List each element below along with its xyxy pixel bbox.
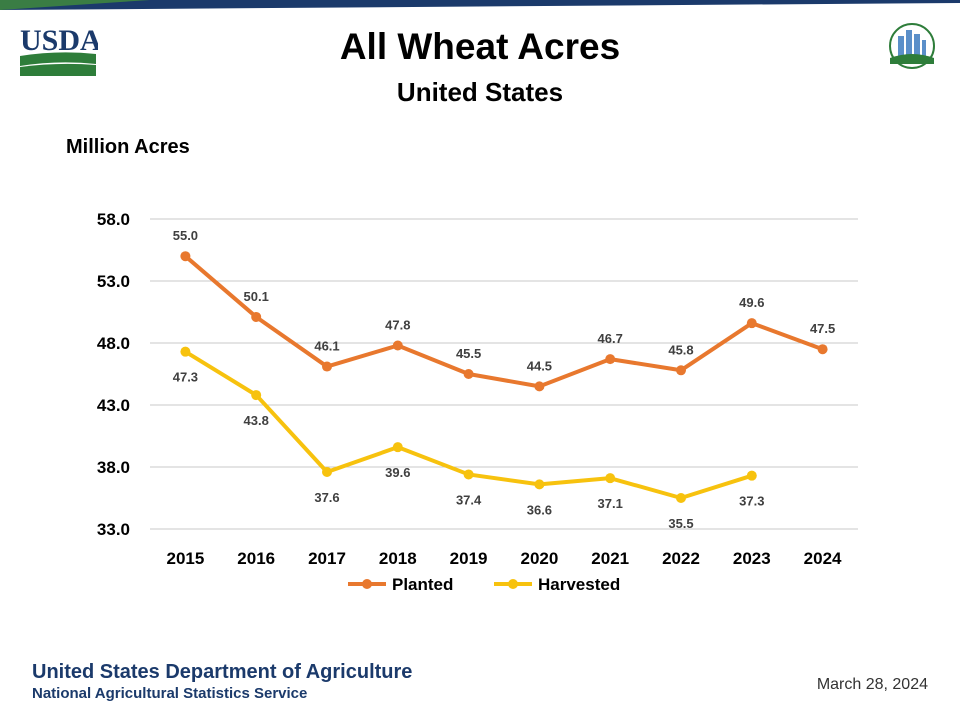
y-axis-label: Million Acres [66,136,190,158]
data-label-planted: 49.6 [739,295,764,310]
data-label-harvested: 43.8 [244,413,269,428]
footer-service-name: National Agricultural Statistics Service [32,685,308,702]
data-label-planted: 44.5 [527,358,552,373]
data-label-harvested: 37.6 [314,490,339,505]
data-point-planted [676,365,686,376]
data-point-planted [463,369,474,379]
data-point-planted [605,354,616,365]
y-tick-label: 48.0 [97,334,130,353]
legend-marker-harvested [508,579,518,589]
legend: Planted Harvested [348,575,620,594]
y-tick-labels: 33.0 38.0 43.0 48.0 53.0 58.0 [97,210,130,539]
data-point-planted [322,361,332,372]
x-tick-label: 2021 [591,549,629,568]
legend-marker-planted [362,579,372,589]
x-tick-label: 2018 [379,549,417,568]
data-label-planted: 45.5 [456,346,481,361]
data-point-planted [534,381,545,392]
chart-title: All Wheat Acres [339,26,621,67]
data-label-harvested: 39.6 [385,465,410,480]
data-label-planted: 45.8 [668,342,693,357]
footer-date: March 28, 2024 [816,676,928,693]
data-point-harvested [676,493,686,503]
data-point-harvested [251,390,262,401]
x-tick-label: 2017 [308,549,346,568]
x-tick-label: 2023 [733,549,771,568]
data-point-harvested [605,473,616,484]
y-tick-label: 43.0 [97,396,130,415]
svg-text:USDA: USDA [20,24,98,57]
agriculture-counts-logo [889,23,935,69]
data-label-harvested: 36.6 [527,502,552,517]
y-tick-label: 38.0 [97,458,130,477]
legend-label-harvested: Harvested [538,575,620,594]
x-tick-labels: 2015 2016 2017 2018 2019 2020 2021 2022 2023 2024 [166,549,842,568]
series-line-planted [184,254,824,389]
data-point-planted [392,340,403,351]
data-label-planted: 46.7 [598,331,623,346]
data-point-harvested [746,470,757,481]
chart-subtitle: United States [396,77,564,107]
data-label-harvested: 37.1 [598,496,623,511]
data-point-harvested [463,469,474,480]
data-label-planted: 50.1 [244,289,269,304]
data-labels: 55.0 50.1 46.1 47.8 45.5 44.5 46.7 45.8 49.6 47.5… [173,228,836,531]
data-label-planted: 47.5 [810,321,835,336]
data-point-harvested [180,346,191,357]
x-tick-label: 2022 [662,549,700,568]
data-point-harvested [534,479,545,490]
data-label-harvested: 47.3 [173,370,198,385]
data-point-planted [251,311,262,322]
data-point-harvested [392,442,403,453]
x-tick-label: 2015 [166,549,204,568]
line-chart: 33.038.043.048.053.058.0 2015 2016 2017 201… [97,210,858,594]
footer-org-name: United States Department of Agriculture [32,661,413,683]
data-label-planted: 46.1 [314,339,339,354]
series-lines [184,254,824,500]
data-point-planted [817,344,828,355]
top-decoration-bar [0,0,960,10]
data-label-harvested: 37.4 [456,492,482,507]
y-tick-label: 33.0 [97,520,130,539]
data-point-planted [746,318,757,329]
y-tick-label: 53.0 [97,272,130,291]
data-label-harvested: 35.5 [668,516,693,531]
data-point-harvested [322,466,332,477]
data-label-harvested: 37.3 [739,494,764,509]
data-label-planted: 55.0 [173,228,198,243]
gridlines [150,218,858,530]
x-tick-label: 2016 [237,549,275,568]
data-point-planted [180,251,191,262]
legend-label-planted: Planted [392,575,453,594]
x-tick-label: 2019 [450,549,488,568]
series-points [180,251,828,503]
data-label-planted: 47.8 [385,317,410,332]
usda-logo: USDA [20,24,98,76]
x-tick-label: 2024 [804,549,842,568]
y-tick-label: 58.0 [97,210,130,229]
x-tick-label: 2020 [520,549,558,568]
